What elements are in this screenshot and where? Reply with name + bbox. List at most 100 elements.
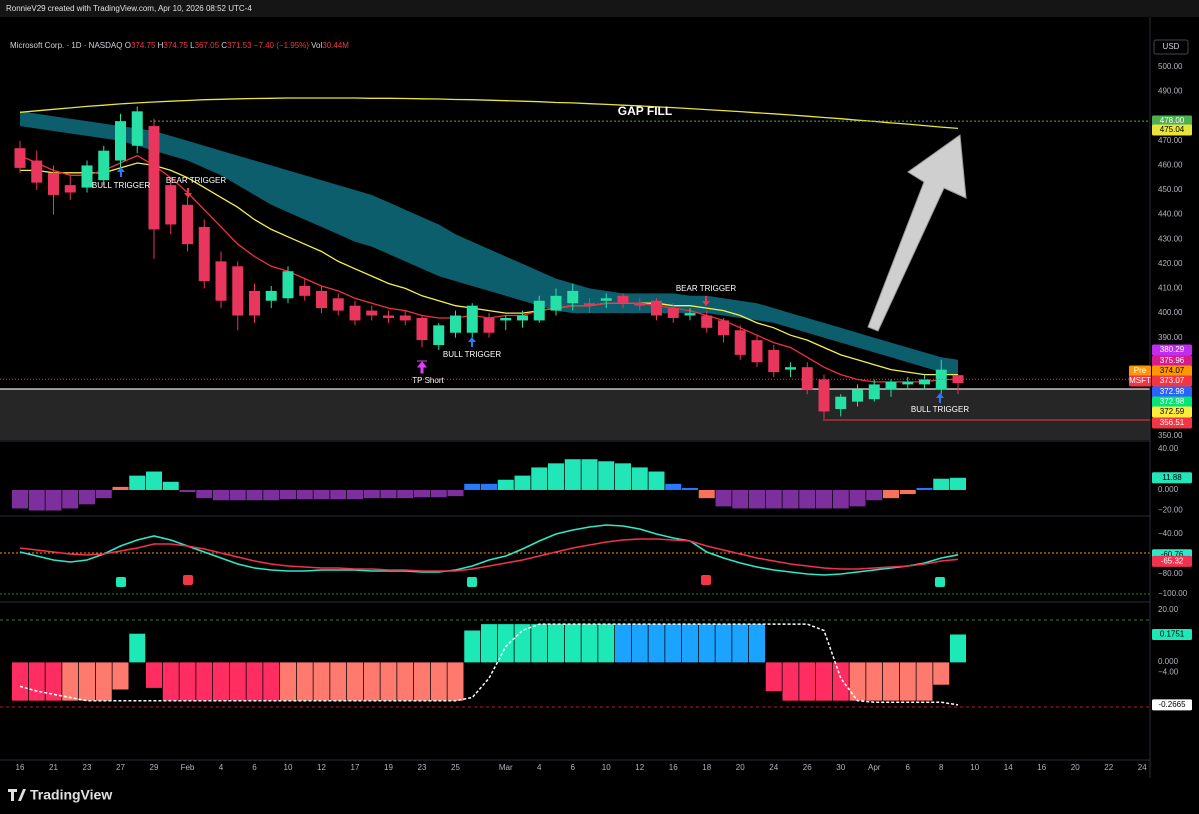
hist-bar	[263, 662, 280, 701]
candle-body	[567, 290, 579, 304]
candle-body	[500, 317, 512, 321]
price-tag-bg	[1152, 417, 1192, 429]
y-tick-label: 420.00	[1158, 259, 1183, 268]
hist-bar	[598, 624, 615, 663]
legend: Microsoft Corp. · 1D · NASDAQ O374.75 H3…	[10, 41, 349, 50]
legend-label: H	[157, 41, 164, 50]
hist-bar	[899, 662, 916, 701]
candle-body	[14, 148, 26, 168]
hist-bar	[732, 489, 749, 509]
candle-body	[433, 325, 445, 346]
y-tick-label: 500.00	[1158, 62, 1183, 71]
candle-body	[282, 271, 294, 299]
signal-arrows	[184, 188, 710, 306]
x-tick-label: 20	[736, 763, 745, 772]
hist-bar	[229, 489, 246, 501]
hist-bar	[682, 487, 698, 490]
hist-bar	[414, 489, 430, 498]
signal-arrows	[117, 167, 944, 403]
bear-marker	[183, 575, 193, 585]
y-tick-label: 0.000	[1158, 657, 1179, 666]
x-tick-label: 24	[769, 763, 778, 772]
hist-bar	[62, 489, 79, 509]
hist-bar	[246, 662, 263, 701]
hist-bar	[531, 624, 548, 663]
candle-body	[768, 349, 780, 373]
hist-bar	[296, 662, 313, 701]
price-tag-bg	[1152, 386, 1192, 398]
value-tag-bg	[1152, 555, 1192, 567]
legend-label: L	[190, 41, 195, 50]
bear-arrow	[702, 296, 710, 306]
prefix-bg	[1129, 365, 1151, 377]
candle-body	[64, 185, 76, 193]
hist-bar	[213, 662, 229, 701]
candle-body	[634, 303, 646, 306]
candle-body	[885, 381, 897, 390]
prefix-bg	[1129, 375, 1151, 387]
hist-bar	[263, 489, 280, 501]
hist-bar	[95, 489, 112, 499]
hist-bar	[765, 662, 782, 692]
x-tick-label: 16	[16, 763, 25, 772]
legend-value: 374.75	[130, 41, 156, 50]
candle-body	[600, 298, 612, 301]
hist-bar	[347, 489, 363, 500]
price-tag: 374.07	[1160, 366, 1185, 375]
hist-bar	[832, 489, 849, 509]
candle-body	[215, 261, 227, 301]
y-tick-label: 460.00	[1158, 161, 1183, 170]
candle-body	[684, 313, 696, 316]
legend-label: C	[221, 41, 228, 50]
currency-box[interactable]	[1153, 39, 1189, 55]
x-tick-label: 4	[219, 763, 224, 772]
hist-bar	[430, 662, 447, 701]
hist-bar	[950, 477, 966, 490]
hist-bar	[648, 471, 665, 490]
hist-bar	[514, 475, 531, 490]
hist-bar	[799, 662, 816, 701]
y-tick-label: 40.00	[1158, 444, 1179, 453]
candle-body	[818, 379, 830, 412]
bull-arrow	[936, 393, 944, 403]
plot: 500.00490.00470.00460.00450.00440.00430.…	[0, 62, 1192, 772]
hist-bar	[62, 662, 79, 701]
tag-prefix: Pre	[1134, 366, 1147, 375]
hist-bar	[196, 662, 213, 701]
hist-bar	[330, 489, 347, 500]
symbol: Microsoft Corp. · 1D · NASDAQ	[10, 41, 123, 50]
candle-body	[868, 384, 880, 400]
annotation: BEAR TRIGGER	[676, 284, 737, 293]
hist-bar	[933, 662, 950, 685]
hist-bar	[916, 487, 933, 490]
candle-body	[852, 389, 863, 402]
hist-bar	[213, 489, 229, 501]
x-tick-label: 17	[351, 763, 360, 772]
hist-bar	[330, 662, 347, 701]
credit: RonnieV29 created with TradingView.com, …	[6, 4, 252, 13]
hist-bar	[866, 662, 883, 701]
hist-bar	[883, 662, 899, 701]
legend-value: 374.75	[163, 41, 188, 50]
candle-body	[198, 226, 210, 282]
annotation: BULL TRIGGER	[443, 350, 501, 359]
hist-bar	[280, 489, 296, 500]
indicator-line	[19, 524, 959, 576]
hist-bar	[899, 489, 916, 495]
hist-bar	[849, 489, 866, 507]
bear-arrow	[184, 188, 192, 198]
x-tick-label: 16	[669, 763, 678, 772]
price-tag: 372.59	[1160, 407, 1185, 416]
bear-marker	[701, 575, 711, 585]
x-tick-label: 6	[252, 763, 257, 772]
hist-bar	[682, 624, 698, 663]
value-tag-bg	[1152, 699, 1192, 711]
hist-bar	[548, 624, 564, 663]
logo-mark	[8, 789, 26, 801]
x-tick-label: 6	[906, 763, 911, 772]
x-tick-label: 29	[150, 763, 159, 772]
hist-bar	[749, 624, 765, 663]
hist-bar	[45, 489, 62, 511]
hist-bar	[481, 483, 497, 490]
candle-body	[299, 285, 311, 296]
